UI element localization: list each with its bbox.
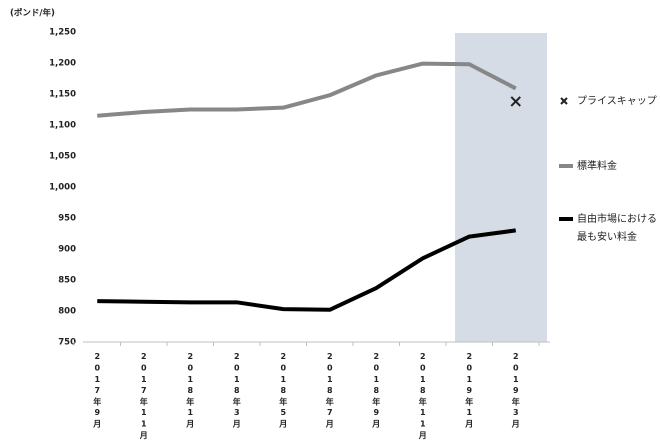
y-tick-label: 1,200 bbox=[49, 59, 76, 69]
y-tick-label: 1,050 bbox=[49, 152, 76, 162]
highlight-region bbox=[455, 33, 547, 342]
y-axis-title: (ポンド/年) bbox=[10, 8, 55, 19]
y-tick-label: 1,150 bbox=[49, 90, 76, 100]
series-line bbox=[97, 61, 517, 118]
marker bbox=[510, 96, 521, 107]
x-tick-label: 2018年7月 bbox=[325, 352, 334, 430]
y-tick-label: 950 bbox=[58, 214, 76, 224]
x-tick-label: 2018年9月 bbox=[372, 352, 381, 430]
y-tick-label: 1,250 bbox=[49, 28, 76, 38]
x-tick-label: 2019年3月 bbox=[511, 352, 520, 430]
y-tick-label: 1,100 bbox=[49, 121, 76, 131]
x-tick-label: 2017年9月 bbox=[93, 352, 102, 430]
y-tick-label: 750 bbox=[58, 338, 76, 348]
legend-label: 標準料金 bbox=[577, 159, 617, 172]
marker-stroke bbox=[510, 96, 521, 107]
x-tick-label: 2019年1月 bbox=[465, 352, 474, 430]
y-tick-label: 1,000 bbox=[49, 183, 76, 193]
marker bbox=[560, 97, 568, 105]
series-line bbox=[97, 228, 517, 312]
x-tick-label: 2018年3月 bbox=[232, 352, 241, 430]
y-tick-label: 800 bbox=[58, 307, 76, 317]
legend-label: プライスキャップ bbox=[577, 95, 657, 107]
x-tick-label: 2018年11月 bbox=[418, 352, 427, 441]
x-tick-label: 2018年1月 bbox=[186, 352, 195, 430]
legend-label: 自由市場における bbox=[577, 212, 657, 225]
legend-label: 最も安い料金 bbox=[577, 230, 637, 243]
x-tick-label: 2018年5月 bbox=[279, 352, 288, 430]
y-tick-label: 850 bbox=[58, 276, 76, 286]
y-tick-label: 900 bbox=[58, 245, 76, 255]
marker-stroke bbox=[560, 97, 568, 105]
x-tick-label: 2017年11月 bbox=[139, 352, 148, 441]
